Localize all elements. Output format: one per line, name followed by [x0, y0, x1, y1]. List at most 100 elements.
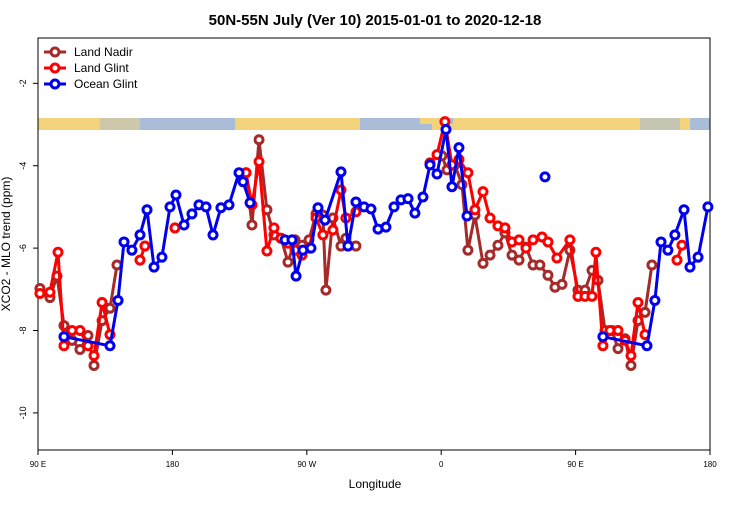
data-point	[126, 244, 138, 256]
data-point	[58, 340, 70, 352]
data-point	[164, 201, 176, 213]
data-point	[104, 302, 116, 314]
data-point	[388, 201, 400, 213]
water-patch	[640, 118, 680, 130]
data-point	[34, 287, 46, 299]
data-point	[134, 254, 146, 266]
plot-frame	[37, 37, 711, 451]
data-point	[112, 294, 124, 306]
data-point	[484, 212, 496, 224]
data-point	[431, 168, 443, 180]
y-tick-label: -4	[18, 162, 28, 170]
data-point	[286, 234, 298, 246]
y-tick-label: -10	[18, 406, 28, 419]
data-point	[118, 236, 130, 248]
data-point	[409, 207, 421, 219]
data-point	[590, 246, 602, 258]
data-point	[551, 252, 563, 264]
data-point	[52, 246, 64, 258]
data-point	[156, 251, 168, 263]
data-point	[612, 325, 624, 337]
data-point	[319, 214, 331, 226]
data-point	[74, 325, 86, 337]
data-point	[44, 286, 56, 298]
chart-title: 50N-55N July (Ver 10) 2015-01-01 to 2020…	[209, 12, 542, 29]
data-point	[702, 201, 714, 213]
data-point	[96, 297, 108, 309]
legend-marker	[49, 46, 61, 58]
data-point	[350, 196, 362, 208]
data-point	[290, 270, 302, 282]
x-tick-label: 90 W	[297, 460, 316, 469]
y-tick-label: -2	[18, 79, 28, 87]
legend-marker	[49, 62, 61, 74]
data-point	[462, 167, 474, 179]
water-patch	[690, 118, 710, 130]
data-point	[539, 171, 551, 183]
data-point	[365, 203, 377, 215]
data-point	[484, 249, 496, 261]
x-tick-label: 90 E	[567, 460, 583, 469]
data-point	[327, 224, 339, 236]
data-point	[625, 350, 637, 362]
data-point	[649, 294, 661, 306]
data-point	[676, 239, 688, 251]
data-point	[233, 167, 245, 179]
data-point	[207, 229, 219, 241]
data-point	[317, 229, 329, 241]
y-axis-label: XCO2 - MLO trend (ppm)	[0, 177, 13, 312]
data-point	[58, 331, 70, 343]
data-point	[461, 210, 473, 222]
data-point	[440, 123, 452, 135]
data-point	[597, 340, 609, 352]
x-tick-label: 180	[703, 460, 717, 469]
x-tick-label: 0	[439, 460, 444, 469]
data-point	[513, 234, 525, 246]
data-point	[513, 254, 525, 266]
y-tick-label: -8	[18, 327, 28, 335]
data-point	[678, 204, 690, 216]
data-point	[141, 204, 153, 216]
map-strip	[38, 118, 710, 130]
data-point	[534, 259, 546, 271]
data-point	[520, 242, 532, 254]
x-axis-label: Longitude	[349, 477, 402, 491]
data-point	[244, 197, 256, 209]
data-point	[200, 201, 212, 213]
data-point	[506, 249, 518, 261]
series-line	[602, 206, 710, 348]
data-point	[527, 234, 539, 246]
legend-label: Ocean Glint	[74, 77, 138, 91]
data-point	[462, 244, 474, 256]
data-point	[586, 290, 598, 302]
data-point	[342, 240, 354, 252]
legend-marker	[49, 78, 61, 90]
data-point	[237, 176, 249, 188]
data-point	[253, 134, 265, 146]
data-point	[111, 259, 123, 271]
water-patch	[420, 124, 432, 130]
data-point	[268, 222, 280, 234]
data-point	[335, 166, 347, 178]
data-point	[261, 245, 273, 257]
legend: Land Nadir Land Glint Ocean Glint	[44, 45, 138, 91]
series	[58, 123, 714, 352]
data-point	[139, 240, 151, 252]
data-point	[646, 259, 658, 271]
data-point	[453, 142, 465, 154]
x-tick-label: 90 E	[30, 460, 46, 469]
data-point	[282, 256, 294, 268]
data-point	[564, 234, 576, 246]
data-point	[556, 278, 568, 290]
data-point	[402, 193, 414, 205]
data-point	[424, 159, 436, 171]
data-point	[641, 340, 653, 352]
data-point	[320, 284, 332, 296]
data-point	[446, 181, 458, 193]
data-point	[597, 331, 609, 343]
data-point	[417, 191, 429, 203]
data-point	[305, 242, 317, 254]
